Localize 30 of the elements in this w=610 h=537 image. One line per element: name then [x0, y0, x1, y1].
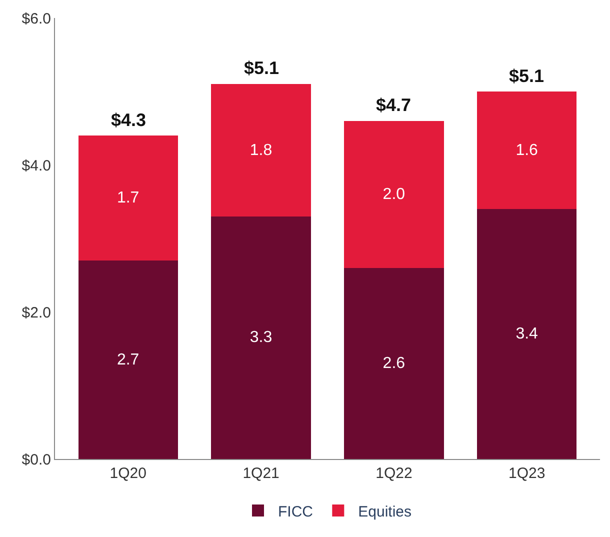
y-tick-label: $0.0: [22, 451, 51, 468]
data-label: 2.0: [382, 186, 406, 203]
data-label: 2.6: [382, 354, 406, 372]
x-tick-label: 1Q20: [110, 465, 146, 482]
legend-label: Equities: [358, 503, 412, 520]
y-tick-label: $2.0: [22, 304, 51, 322]
data-label: 1.7: [116, 190, 140, 207]
bar: [344, 120, 444, 268]
data-label: 3.3: [250, 329, 272, 346]
legend-label: FICC: [278, 503, 314, 520]
bar: [477, 209, 577, 459]
bar: [344, 268, 444, 459]
total-label: $4.7: [376, 95, 412, 115]
x-tick-label: 1Q21: [242, 465, 280, 482]
bar: [477, 92, 577, 210]
total-label: $5.1: [244, 58, 280, 78]
bar: [78, 136, 178, 261]
x-tick-label: 1Q23: [508, 465, 546, 482]
data-label: 2.7: [116, 351, 140, 368]
data-label: 1.6: [516, 142, 538, 159]
total-label: $4.3: [111, 110, 146, 130]
bar: [78, 260, 178, 459]
bar: [211, 216, 311, 459]
y-tick-label: $6.0: [22, 10, 51, 28]
data-label: 1.8: [250, 142, 272, 159]
total-label: $5.1: [509, 66, 544, 86]
y-tick-label: $4.0: [22, 157, 51, 174]
x-tick-label: 1Q22: [376, 465, 412, 482]
data-label: 3.4: [516, 326, 538, 343]
bar: [211, 84, 311, 216]
